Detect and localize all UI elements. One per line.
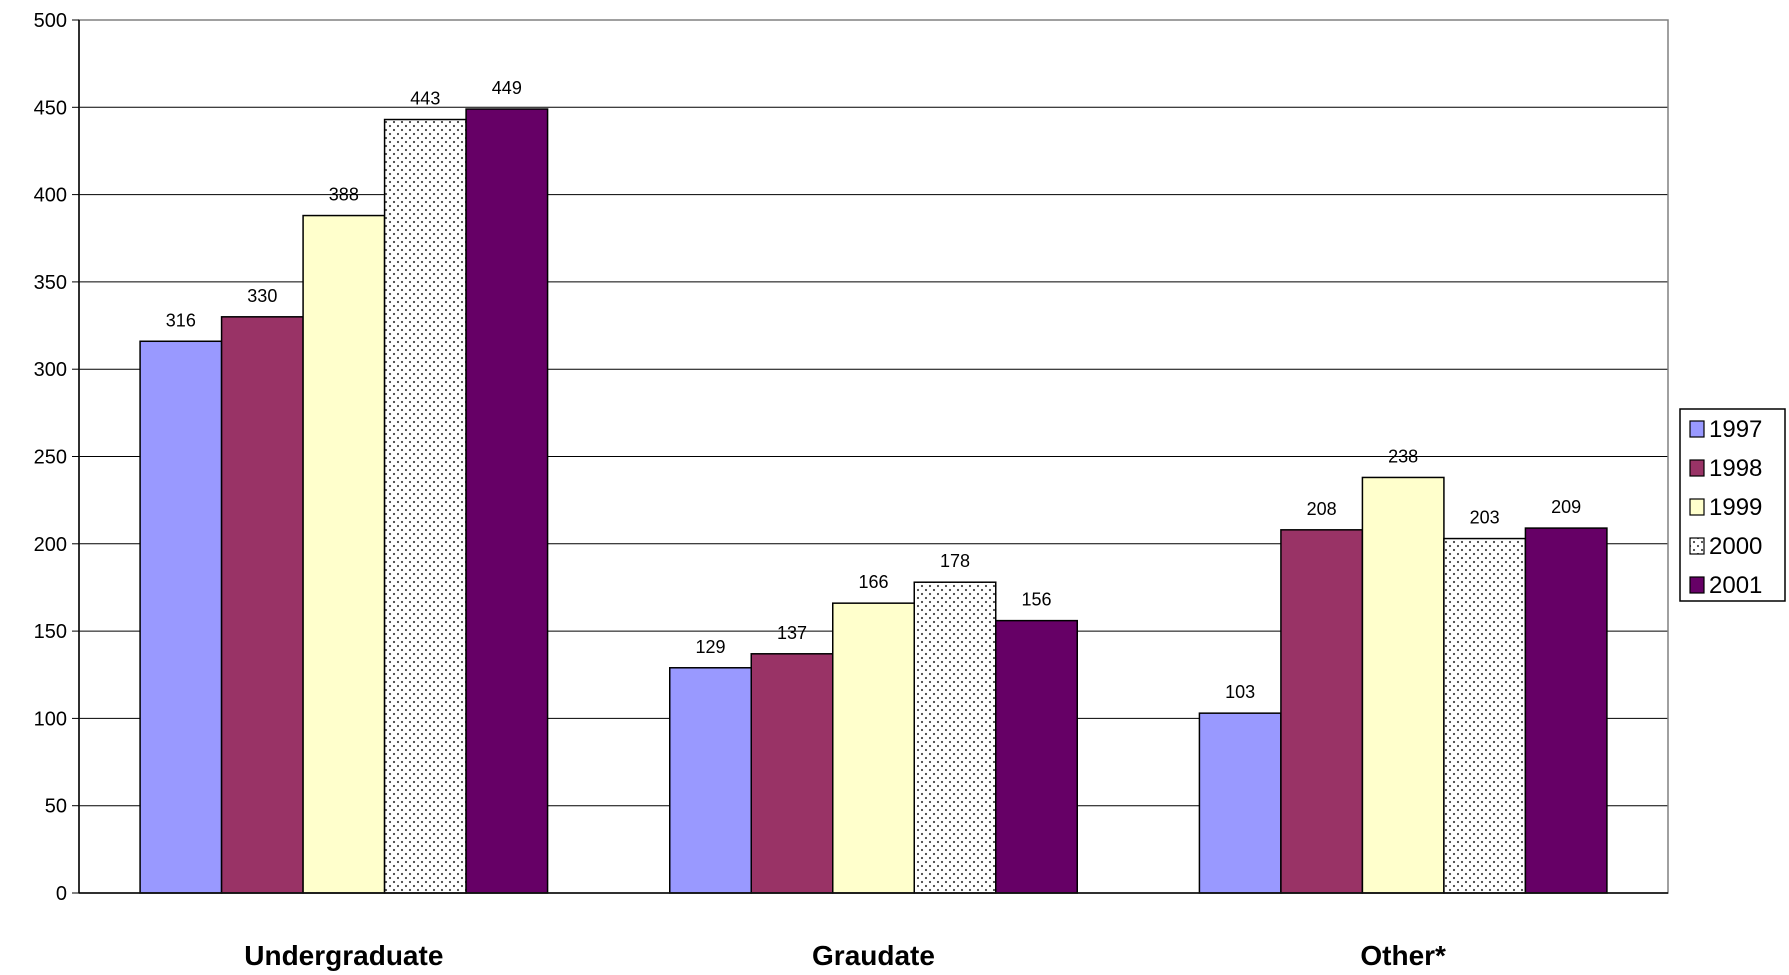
data-label: 208 xyxy=(1307,499,1337,519)
data-label: 166 xyxy=(858,572,888,592)
bar-2001-other xyxy=(1524,527,1608,894)
legend-label: 1997 xyxy=(1709,416,1762,443)
y-tick-label: 350 xyxy=(34,272,67,294)
data-label: 103 xyxy=(1225,682,1255,702)
y-tick-label: 450 xyxy=(34,97,67,119)
bar-1998-undergraduate xyxy=(220,316,304,894)
bar-2000-graudate xyxy=(913,581,997,894)
data-labels: 316 330 388 443 449 129 137 166 178 156 103 208 238 2… xyxy=(166,78,1581,702)
data-label: 203 xyxy=(1470,508,1500,528)
legend: 1997 1998 1999 2000 2001 xyxy=(1679,408,1786,602)
y-tick-label: 250 xyxy=(34,447,67,469)
x-axis: Undergraduate Graudate Other* xyxy=(244,940,1446,971)
legend-swatch-1999 xyxy=(1689,498,1705,516)
bars xyxy=(139,108,1608,894)
data-label: 316 xyxy=(166,310,196,330)
y-tick-label: 150 xyxy=(34,621,67,643)
bar-2000-undergraduate xyxy=(383,118,467,894)
category-label: Graudate xyxy=(812,940,935,971)
legend-swatch-1997 xyxy=(1689,420,1705,438)
y-axis: 0 50 100 150 200 250 300 350 400 450 500 xyxy=(34,10,79,905)
data-label: 449 xyxy=(492,78,522,98)
legend-label: 1999 xyxy=(1709,494,1762,521)
data-label: 238 xyxy=(1388,446,1418,466)
y-tick-label: 200 xyxy=(34,534,67,556)
bar-1999-other xyxy=(1361,476,1445,894)
data-label: 156 xyxy=(1021,590,1051,610)
legend-label: 1998 xyxy=(1709,455,1762,482)
bar-1997-graudate xyxy=(669,667,752,894)
bar-2000-other xyxy=(1443,537,1527,894)
legend-label: 2000 xyxy=(1709,533,1762,560)
category-label: Undergraduate xyxy=(244,940,443,971)
y-tick-label: 50 xyxy=(45,796,67,818)
y-tick-label: 100 xyxy=(34,708,67,730)
y-tick-label: 300 xyxy=(34,359,67,381)
data-label: 129 xyxy=(695,637,725,657)
data-label: 443 xyxy=(410,89,440,109)
data-label: 178 xyxy=(940,551,970,571)
bar-1999-graudate xyxy=(832,602,915,894)
bar-1997-undergraduate xyxy=(139,340,223,894)
data-label: 137 xyxy=(777,623,807,643)
category-label: Other* xyxy=(1360,940,1446,971)
bar-1998-graudate xyxy=(750,653,834,894)
legend-label: 2001 xyxy=(1709,572,1762,599)
legend-swatch-2000 xyxy=(1689,537,1705,555)
legend-swatch-2001 xyxy=(1689,576,1705,594)
data-label: 388 xyxy=(329,185,359,205)
data-label: 330 xyxy=(247,286,277,306)
y-tick-label: 500 xyxy=(34,10,67,32)
legend-swatch-1998 xyxy=(1689,459,1705,477)
bar-2001-undergraduate xyxy=(465,108,549,894)
data-label: 209 xyxy=(1551,497,1581,517)
y-tick-label: 400 xyxy=(34,185,67,207)
bar-1997-other xyxy=(1198,712,1282,894)
bar-1999-undergraduate xyxy=(302,214,386,894)
bar-1998-other xyxy=(1280,529,1364,894)
bar-2001-graudate xyxy=(995,619,1078,894)
y-tick-label: 0 xyxy=(56,883,67,905)
